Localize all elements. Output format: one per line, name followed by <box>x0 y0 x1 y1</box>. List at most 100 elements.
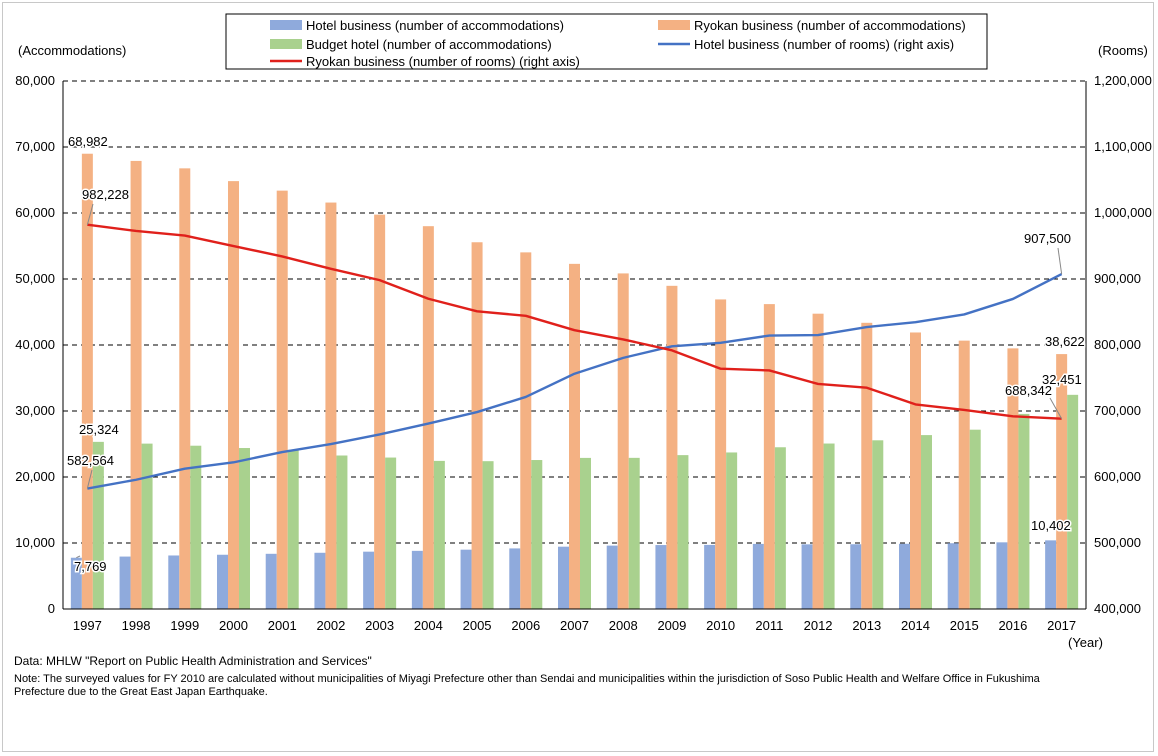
bar-1-1998 <box>130 160 142 609</box>
bar-2-1997 <box>92 441 104 609</box>
data-label: 982,228 <box>82 187 129 202</box>
bar-0-2011 <box>752 543 764 609</box>
line-series-0 <box>87 272 1063 490</box>
bar-1-1997 <box>81 153 93 609</box>
bar-2-2007 <box>580 457 591 609</box>
bar-1-2000 <box>228 181 239 609</box>
leader-line <box>76 555 81 559</box>
bar-1-2003 <box>374 214 386 609</box>
bar-1-2010 <box>715 299 727 609</box>
y-tick-label: 40,000 <box>15 337 55 352</box>
y2-tick-label: 400,000 <box>1094 601 1141 616</box>
x-tick-label: 2015 <box>950 618 979 633</box>
bar-2-2008 <box>628 457 640 609</box>
x-tick-label: 2011 <box>755 618 783 633</box>
legend-label: Hotel business (number of rooms) (right … <box>694 37 954 52</box>
x-axis-title: (Year) <box>1068 635 1103 650</box>
y2-tick-label: 900,000 <box>1094 271 1141 286</box>
bar-0-2006 <box>509 548 521 609</box>
x-tick-label: 1998 <box>122 618 151 633</box>
bars <box>70 153 1079 610</box>
y2-tick-label: 1,200,000 <box>1094 73 1152 88</box>
bar-2-2002 <box>336 455 348 609</box>
bar-1-2008 <box>617 273 629 609</box>
y-tick-label: 20,000 <box>15 469 55 484</box>
data-label: 25,324 <box>79 422 119 437</box>
bar-1-2016 <box>1007 348 1019 609</box>
data-label: 10,402 <box>1031 518 1071 533</box>
bar-1-2011 <box>763 304 775 609</box>
x-tick-label: 2007 <box>560 618 589 633</box>
source-note: Data: MHLW "Report on Public Health Admi… <box>14 654 372 668</box>
bar-0-2010 <box>704 544 716 609</box>
legend-label: Ryokan business (number of rooms) (right… <box>306 54 580 69</box>
x-tick-label: 2003 <box>365 618 394 633</box>
bar-1-2001 <box>276 190 288 609</box>
bar-0-2009 <box>655 545 667 609</box>
data-label: 688,342 <box>1005 383 1052 398</box>
y-tick-label: 80,000 <box>15 73 55 88</box>
x-tick-label: 2014 <box>901 618 930 633</box>
legend-swatch <box>658 20 690 30</box>
bar-1-2006 <box>520 252 532 609</box>
bar-2-1999 <box>190 445 202 609</box>
bar-0-1997 <box>70 557 82 609</box>
bar-1-2009 <box>666 285 678 609</box>
bar-2-2014 <box>921 435 932 609</box>
bar-0-2001 <box>265 553 277 609</box>
series-lines <box>87 223 1063 490</box>
data-label: 38,622 <box>1045 334 1085 349</box>
bar-1-1999 <box>179 168 191 609</box>
axes: 0 10,000 20,000 30,000 40,000 50,000 60,000 70,… <box>15 73 1152 633</box>
bar-2-2013 <box>872 440 884 609</box>
leader-line <box>86 469 93 489</box>
data-label: 32,451 <box>1042 372 1082 387</box>
bar-2-2010 <box>726 452 738 609</box>
y-tick-label: 30,000 <box>15 403 55 418</box>
bar-1-2004 <box>422 226 434 609</box>
x-tick-label: 2000 <box>219 618 248 633</box>
bar-0-2008 <box>606 545 618 609</box>
bar-2-2016 <box>1018 413 1030 609</box>
data-label: 907,500 <box>1024 231 1071 246</box>
x-tick-label: 2016 <box>998 618 1027 633</box>
bar-1-2007 <box>569 263 580 609</box>
y2-tick-label: 600,000 <box>1094 469 1141 484</box>
y-tick-label: 70,000 <box>15 139 55 154</box>
x-tick-label: 2009 <box>657 618 686 633</box>
y2-tick-label: 800,000 <box>1094 337 1141 352</box>
data-label: 68,982 <box>68 134 108 149</box>
x-tick-label: 2005 <box>463 618 492 633</box>
y2-axis-title: (Rooms) <box>1098 43 1148 58</box>
x-tick-label: 2008 <box>609 618 638 633</box>
leader-line <box>86 203 94 225</box>
bar-2-2006 <box>531 460 543 609</box>
y2-tick-label: 1,100,000 <box>1094 139 1152 154</box>
bar-2-2003 <box>385 457 397 609</box>
data-label: 7,769 <box>74 559 107 574</box>
bar-0-2013 <box>850 544 862 609</box>
bar-0-2004 <box>411 550 423 609</box>
bar-2-2011 <box>774 447 786 609</box>
bar-0-2015 <box>947 543 959 609</box>
bar-0-2003 <box>363 551 375 609</box>
data-label: 582,564 <box>67 453 114 468</box>
x-tick-label: 2012 <box>804 618 833 633</box>
bar-2-2001 <box>287 449 299 609</box>
y-tick-label: 60,000 <box>15 205 55 220</box>
x-tick-label: 1997 <box>73 618 102 633</box>
bar-0-1998 <box>119 556 131 609</box>
legend-box <box>225 13 988 70</box>
x-tick-label: 2010 <box>706 618 735 633</box>
leader-line <box>1057 247 1063 275</box>
x-tick-label: 2001 <box>268 618 297 633</box>
y2-tick-label: 500,000 <box>1094 535 1141 550</box>
bar-0-2016 <box>996 542 1008 609</box>
legend-label: Budget hotel (number of accommodations) <box>306 37 552 52</box>
bar-2-2017 <box>1067 394 1079 609</box>
x-tick-label: 1999 <box>170 618 199 633</box>
legend-swatch <box>270 39 302 49</box>
x-tick-label: 2013 <box>852 618 881 633</box>
bar-2-2004 <box>433 460 445 609</box>
